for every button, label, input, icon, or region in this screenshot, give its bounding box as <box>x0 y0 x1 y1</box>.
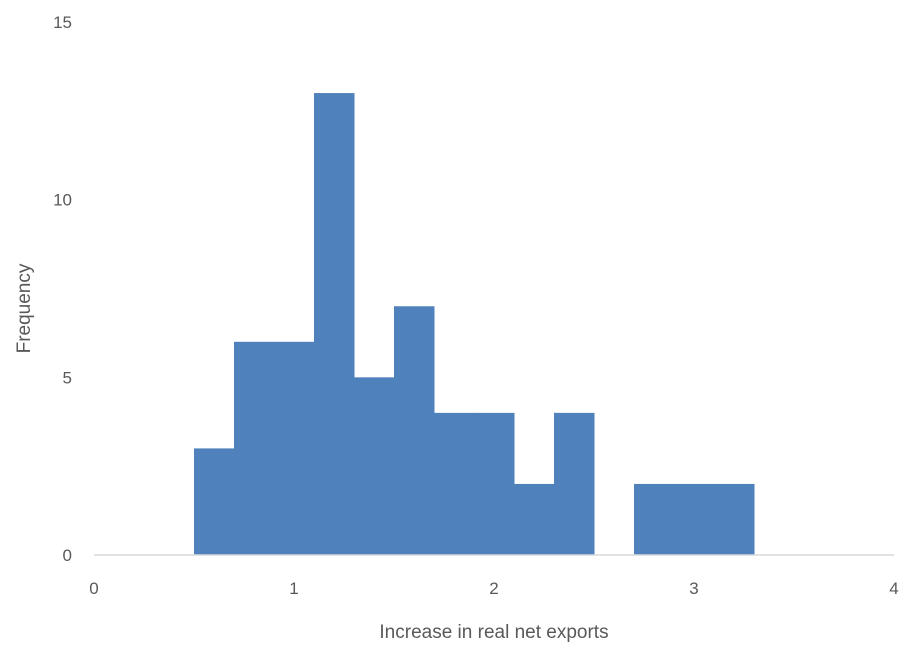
histogram-bar <box>514 483 555 555</box>
histogram-bar <box>194 448 235 555</box>
x-tick-labels: 0 1 2 3 4 <box>89 579 898 598</box>
histogram-bar <box>354 377 395 555</box>
histogram-bar <box>274 341 315 555</box>
histogram-bar <box>674 483 715 555</box>
y-tick-label: 5 <box>63 368 72 387</box>
histogram-bar <box>554 412 595 555</box>
x-tick-label: 4 <box>889 579 898 598</box>
x-axis-title: Increase in real net exports <box>379 622 608 643</box>
histogram-bar <box>234 341 275 555</box>
x-tick-label: 3 <box>689 579 698 598</box>
histogram-bar <box>634 483 675 555</box>
x-tick-label: 0 <box>89 579 98 598</box>
y-tick-label: 15 <box>53 13 72 32</box>
histogram-bar <box>714 483 755 555</box>
x-tick-label: 2 <box>489 579 498 598</box>
histogram-bar <box>434 412 475 555</box>
histogram-bar <box>314 93 355 556</box>
y-tick-label: 0 <box>63 546 72 565</box>
y-tick-label: 10 <box>53 191 72 210</box>
histogram-bar <box>474 412 515 555</box>
histogram-bar <box>394 306 435 555</box>
x-tick-label: 1 <box>289 579 298 598</box>
bars-layer <box>194 93 755 556</box>
y-axis-title: Frequency <box>14 263 35 353</box>
y-tick-labels: 0 5 10 15 <box>53 13 72 565</box>
